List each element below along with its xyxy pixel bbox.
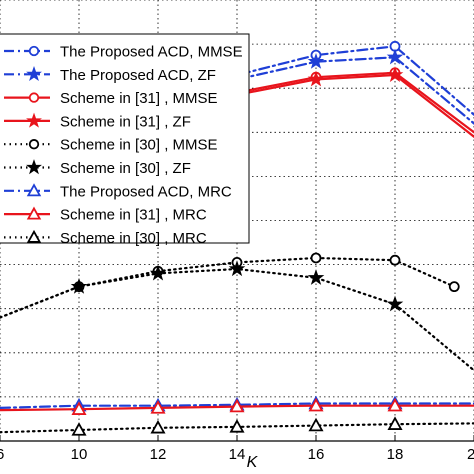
legend-item: The Proposed ACD, ZF [4, 65, 216, 84]
marker-star [70, 277, 88, 294]
marker-triangle [26, 183, 42, 197]
legend-item: Scheme in [30] , MRC [4, 229, 207, 247]
marker-star [307, 53, 325, 69]
marker-triangle [150, 419, 166, 434]
marker-triangle [308, 417, 324, 432]
x-tick-label-edge-right: 2 [467, 446, 474, 463]
axes [0, 435, 474, 442]
marker-triangle [387, 397, 403, 412]
marker-circle [389, 254, 401, 266]
legend-item: The Proposed ACD, MMSE [4, 44, 243, 61]
marker-triangle [71, 401, 87, 415]
marker-triangle [150, 400, 166, 414]
marker-circle [448, 281, 460, 293]
marker-triangle [229, 419, 245, 433]
legend-item: Scheme in [31] , MMSE [4, 90, 218, 107]
marker-circle [28, 45, 40, 57]
marker-triangle [387, 416, 403, 430]
legend-label: The Proposed ACD, ZF [60, 67, 216, 84]
marker-triangle [26, 206, 42, 220]
marker-star [149, 264, 167, 281]
marker-triangle [26, 229, 42, 243]
x-axis-label: K [247, 454, 259, 471]
legend-item: The Proposed ACD, MRC [4, 183, 232, 200]
marker-triangle [71, 422, 87, 436]
series-7 [0, 397, 474, 415]
legend-item: Scheme in [30] , ZF [4, 159, 191, 177]
series-5 [0, 260, 474, 372]
x-tick-label: 18 [387, 446, 404, 463]
x-tick-label-edge-left: 6 [0, 446, 4, 463]
legend-item: Scheme in [30] , MMSE [4, 137, 218, 154]
marker-star [26, 159, 42, 175]
marker-star [26, 65, 42, 82]
marker-star [386, 295, 404, 312]
legend-label: Scheme in [31] , MMSE [60, 90, 218, 107]
x-tick-label: 10 [71, 446, 88, 463]
x-tick-label: 12 [150, 446, 167, 463]
legend-label: Scheme in [30] , MMSE [60, 137, 218, 154]
marker-star [386, 48, 404, 65]
legend-label: Scheme in [31] , MRC [60, 207, 207, 224]
legend: The Proposed ACD, MMSE The Proposed ACD, … [0, 33, 250, 247]
legend-label: Scheme in [30] , MRC [60, 230, 207, 247]
x-tick-label: 16 [308, 446, 325, 463]
marker-triangle [229, 398, 245, 413]
marker-circle [310, 252, 322, 264]
legend-label: Scheme in [30] , ZF [60, 160, 191, 177]
legend-item: Scheme in [31] , MRC [4, 206, 207, 224]
marker-star [386, 66, 404, 83]
legend-box [0, 33, 250, 244]
legend-label: Scheme in [31] , ZF [60, 113, 191, 130]
marker-circle [28, 139, 40, 150]
series-4 [0, 252, 460, 319]
marker-star [228, 260, 246, 277]
x-tick-label: 14 [229, 446, 246, 463]
legend-label: The Proposed ACD, MRC [60, 183, 232, 200]
marker-star [307, 70, 325, 87]
series-8 [0, 416, 474, 436]
marker-star [307, 269, 325, 285]
marker-triangle [308, 397, 324, 412]
legend-item: Scheme in [31] , ZF [4, 112, 191, 130]
marker-circle [28, 92, 40, 103]
marker-star [26, 112, 42, 128]
legend-label: The Proposed ACD, MMSE [60, 44, 243, 61]
x-tick-labels: 10 12 14 16 18 6 2 [0, 446, 474, 463]
